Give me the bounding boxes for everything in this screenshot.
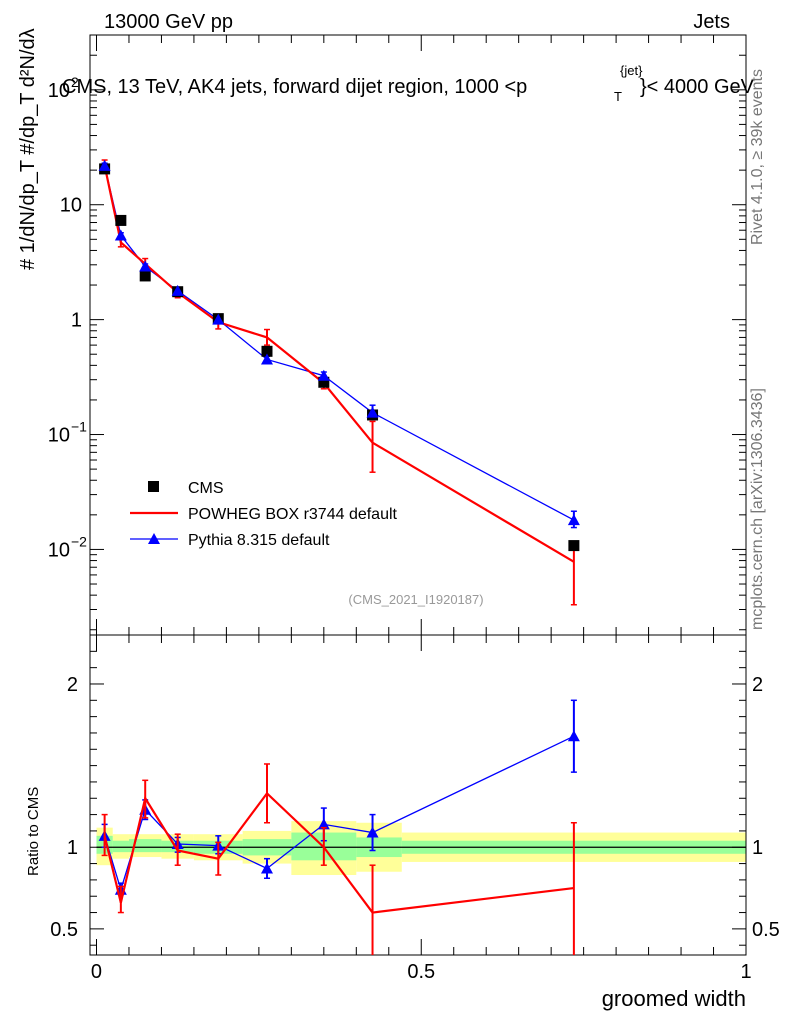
ratio-y-tick-label: 0.5 bbox=[50, 919, 78, 941]
legend-label: POWHEG BOX r3744 default bbox=[188, 506, 398, 523]
ratio-y-tick-label-right: 2 bbox=[752, 674, 763, 696]
legend-cms-marker bbox=[148, 481, 159, 492]
y-axis-label: # 1/dN/dp_T #/dp_T d²N/dλ bbox=[17, 28, 39, 270]
pythia-marker bbox=[139, 260, 152, 272]
ratio-y-tick-label: 2 bbox=[67, 674, 78, 696]
powheg-line bbox=[103, 165, 575, 563]
pythia-marker bbox=[317, 369, 330, 381]
y-tick-label: 1 bbox=[71, 310, 82, 332]
pythia-line bbox=[103, 165, 575, 521]
ratio-band-inner-1 bbox=[112, 840, 129, 853]
side-rivet: Rivet 4.1.0, ≥ 39k events bbox=[749, 69, 766, 245]
legend-label: CMS bbox=[188, 480, 224, 497]
x-tick-label: 0.5 bbox=[407, 961, 435, 983]
ratio-y-tick-label-right: 1 bbox=[752, 837, 763, 859]
y-tick-label-exp: 2 bbox=[71, 74, 79, 90]
pythia-marker bbox=[260, 353, 273, 365]
pythia-marker bbox=[114, 229, 127, 241]
analysis-tag: (CMS_2021_I1920187) bbox=[348, 592, 483, 607]
x-axis-label: groomed width bbox=[602, 986, 746, 1011]
side-mcplots: mcplots.cern.ch [arXiv:1306.3436] bbox=[749, 388, 766, 630]
pythia-marker bbox=[98, 159, 111, 171]
plot-title: CMS, 13 TeV, AK4 jets, forward dijet reg… bbox=[62, 76, 527, 98]
x-tick-label: 1 bbox=[740, 961, 751, 983]
ratio-pythia-marker bbox=[366, 826, 379, 838]
ratio-panel: 0 0.5 10.5 0.51 12 2 bbox=[50, 634, 780, 983]
ratio-y-axis-label: Ratio to CMS bbox=[25, 787, 42, 876]
y-tick-label-exp: −2 bbox=[71, 533, 87, 549]
ratio-band-inner-2 bbox=[128, 839, 162, 853]
ratio-frame bbox=[89, 634, 747, 956]
y-tick-label: 10 bbox=[60, 195, 82, 217]
pythia-marker bbox=[171, 284, 184, 296]
cms-data-point bbox=[318, 376, 330, 388]
y-tick-label: 10 bbox=[48, 425, 70, 447]
header-right: Jets bbox=[693, 11, 730, 33]
pythia-marker bbox=[212, 313, 225, 325]
pythia-marker bbox=[366, 406, 379, 418]
ratio-pythia-marker bbox=[567, 730, 580, 742]
ratio-y-tick-label: 1 bbox=[67, 837, 78, 859]
plot-title-sub: T bbox=[614, 89, 622, 104]
legend-label: Pythia 8.315 default bbox=[188, 532, 330, 549]
cms-data-point bbox=[139, 270, 151, 282]
y-tick-label: 10 bbox=[48, 539, 70, 561]
x-tick-label: 0 bbox=[91, 961, 102, 983]
header-left: 13000 GeV pp bbox=[104, 11, 233, 33]
ratio-pythia-marker bbox=[260, 862, 273, 874]
ratio-y-tick-label-right: 0.5 bbox=[752, 919, 780, 941]
legend-pythia-marker bbox=[148, 533, 160, 544]
y-tick-label-exp: −1 bbox=[71, 419, 87, 435]
cms-data-point bbox=[261, 345, 273, 357]
cms-data-point bbox=[568, 540, 580, 552]
cms-data-point bbox=[115, 214, 127, 226]
y-tick-label: 10 bbox=[48, 80, 70, 102]
ratio-pythia-marker bbox=[317, 818, 330, 830]
legend: CMS POWHEG BOX r3744 default Pythia 8.315 … bbox=[130, 480, 398, 549]
plot-title-main: CMS, 13 TeV, AK4 jets, forward dijet reg… bbox=[62, 76, 527, 98]
pythia-marker bbox=[567, 514, 580, 526]
plot-title-sup: {jet} bbox=[620, 63, 643, 78]
plot-title-end: }< 4000 GeV bbox=[640, 76, 755, 98]
